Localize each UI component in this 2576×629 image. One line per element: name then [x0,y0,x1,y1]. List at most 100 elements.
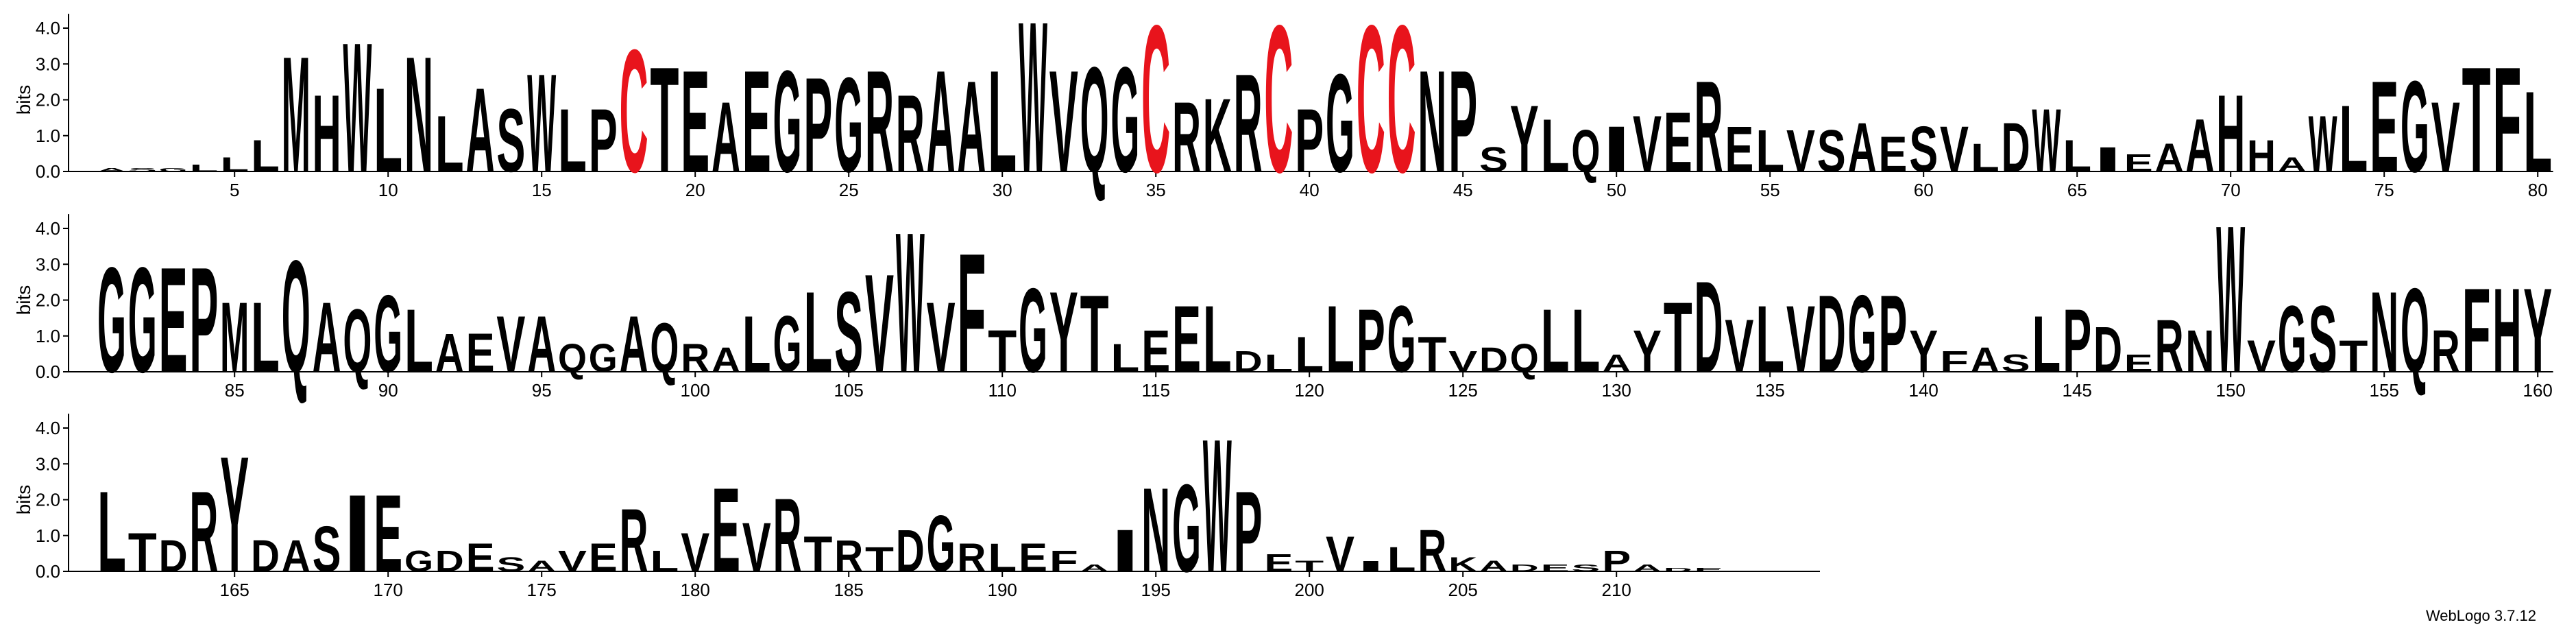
logo-letter: L [2523,68,2552,196]
logo-letter: G [927,500,956,589]
credit: WebLogo 3.7.12 [2426,607,2536,624]
logo-letter: P [1295,90,1324,191]
logo-letter: Q [1080,36,1109,203]
logo-letter: S [313,513,341,586]
logo-letter: V [1448,345,1477,378]
logo-letter: Y [1049,268,1078,396]
logo-letter: D [251,532,280,582]
logo-letter: T [1080,273,1109,396]
logo-letter: Q [558,335,587,380]
logo-letter: L [220,154,249,176]
logo-letter: N [2185,318,2214,385]
x-tick-label: 10 [378,180,398,200]
logo-letter: A [2185,104,2214,187]
logo-letter: R [620,490,648,591]
logo-letter: L [1295,327,1324,383]
logo-letter: Q [1571,118,1600,185]
logo-letter: W [1203,400,1232,613]
logo-letter: E [2124,149,2153,177]
logo-letter: V [2431,81,2460,193]
logo-letter: P [803,49,832,200]
logo-letter: G [1110,36,1139,203]
logo-letter: Y [1510,86,1539,192]
y-tick-label: 4.0 [36,418,60,438]
logo-letter: L [251,282,280,393]
logo-letter: T [128,521,157,583]
logo-letter: F [1940,345,1969,379]
logo-letter: A [527,299,556,390]
x-tick-label: 25 [839,180,859,200]
logo-letter: V [865,246,894,402]
logo-letter: A [2278,153,2307,176]
x-tick-label: 115 [1141,380,1169,401]
logo-letter: L [1110,335,1139,381]
logo-letter: Q [2401,264,2429,398]
y-axis-label: bits [13,85,34,115]
x-tick-label: 40 [1300,180,1320,200]
logo-letter: L [803,268,832,396]
x-tick-label: 210 [1602,580,1631,600]
logo-letter: E [374,472,402,595]
logo-letter: G [589,335,618,380]
logo-letter: E [1541,562,1570,573]
logo-letter: R [2155,304,2184,388]
logo-letter: E [1264,549,1293,577]
logo-letter: L [374,64,402,198]
logo-letter: L [1326,287,1354,393]
x-tick-label: 50 [1607,180,1627,200]
logo-letter: R [1172,80,1201,193]
logo-letter: S [496,554,525,575]
x-tick-label: 35 [1146,180,1166,200]
x-tick-label: 130 [1602,380,1631,401]
logo-letter: S [1817,118,1846,185]
logo-letter: W [896,191,925,415]
logo-letter: S [1571,562,1600,573]
logo-letter: G [773,300,802,390]
logo-letter: V [558,545,587,578]
logo-letter: R [773,476,802,594]
x-tick-label: 140 [1909,380,1939,401]
logo-letter: L [1264,349,1293,377]
logo-letter: Q [343,291,372,392]
logo-letter: E [681,41,709,203]
logo-letter: D [1479,340,1508,379]
y-tick-label: 1.0 [36,126,60,146]
logo-letter: G [1019,264,1047,398]
logo-letter: R [896,72,925,195]
logo-letter: M [220,282,249,394]
logo-letter: P [1234,467,1263,596]
logo-letter: V [681,523,709,584]
x-tick-label: 105 [834,380,864,401]
logo-letter: V [927,281,956,394]
logo-letter: W [527,45,556,202]
y-tick-label: 1.0 [36,525,60,546]
y-tick-label: 2.0 [36,490,60,510]
logo-letter: E [1664,95,1692,190]
logo-letter: L [1755,117,1784,185]
logo-letter: G [1848,274,1877,396]
logo-letter: G [2401,54,2429,200]
logo-letter: H [2247,132,2276,182]
y-tick-label: 3.0 [36,54,60,74]
logo-letter: C [1387,0,1416,216]
logo-letter: G [128,236,157,403]
logo-letter: A [712,80,740,193]
x-tick-label: 155 [2370,380,2399,401]
logo-letter: G [97,236,126,403]
logo-letter: L [97,468,126,596]
x-tick-label: 125 [1448,380,1478,401]
y-tick-label: 3.0 [36,254,60,274]
logo-letter: I [1110,517,1139,584]
logo-letter: E [1019,535,1047,580]
logo-letter: D [1817,272,1846,395]
logo-letter: L [2032,300,2061,389]
logo-letter: T [1418,327,1446,383]
logo-letter: S [2309,286,2337,392]
logo-letter: K [1448,553,1477,575]
logo-letter: L [189,163,218,174]
logo-letter: A [1080,562,1109,573]
logo-letter: I [343,473,372,595]
x-tick-label: 55 [1760,180,1780,200]
logo-letter: D [1694,254,1723,399]
